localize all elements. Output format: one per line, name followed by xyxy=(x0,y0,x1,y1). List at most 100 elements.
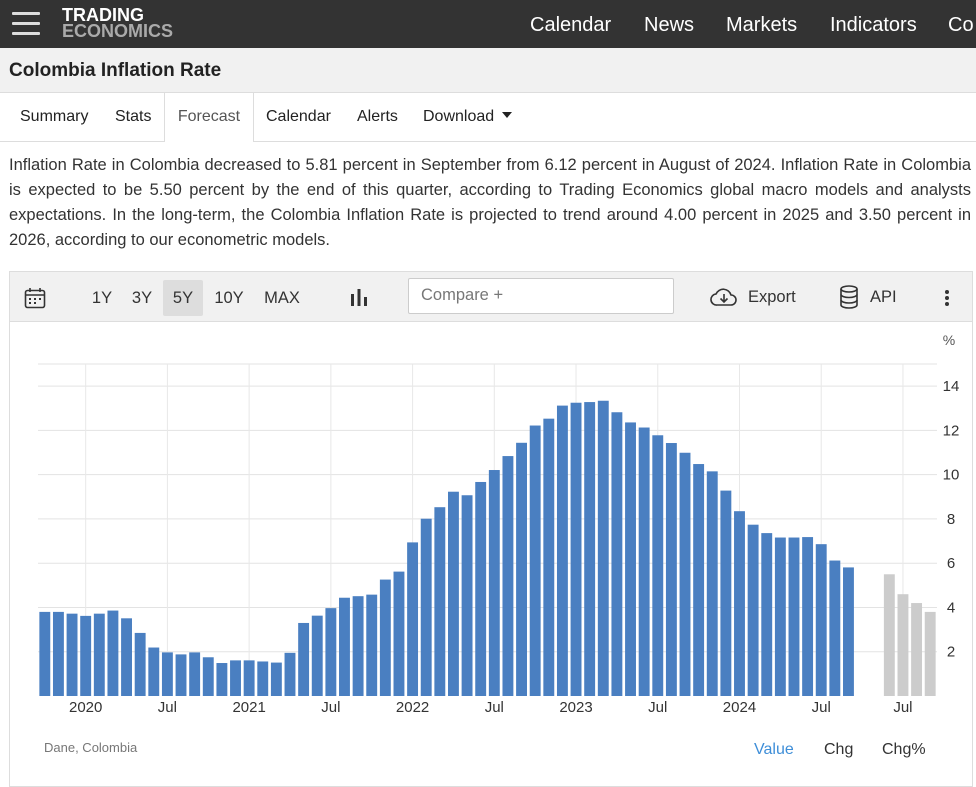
nav-calendar[interactable]: Calendar xyxy=(530,14,612,36)
description: Inflation Rate in Colombia decreased to … xyxy=(9,156,971,249)
data-bar[interactable] xyxy=(366,594,378,696)
data-bar[interactable] xyxy=(488,470,500,696)
data-bar[interactable] xyxy=(665,443,677,696)
tab-summary[interactable]: Summary xyxy=(20,108,89,125)
range-3y[interactable]: 3Y xyxy=(131,289,153,307)
data-bar[interactable] xyxy=(747,524,759,696)
nav-indicators[interactable]: Indicators xyxy=(830,14,917,36)
data-bar[interactable] xyxy=(379,579,391,696)
mode-chg[interactable]: Chg xyxy=(824,741,853,758)
data-bar[interactable] xyxy=(80,615,92,696)
data-bar[interactable] xyxy=(461,495,473,696)
chart-toolbar: 1Y 3Y 5Y 10Y MAX Export API xyxy=(10,272,972,322)
y-axis-ticks: 2 4 6 8 10 12 14 xyxy=(943,378,960,661)
database-icon[interactable] xyxy=(839,285,859,309)
tab-stats[interactable]: Stats xyxy=(115,108,152,125)
range-10y[interactable]: 10Y xyxy=(214,289,244,307)
data-bar[interactable] xyxy=(734,511,745,696)
data-bar[interactable] xyxy=(720,490,732,696)
cloud-download-icon[interactable] xyxy=(710,287,738,307)
data-bar[interactable] xyxy=(66,613,78,696)
x-tick-label: Jul xyxy=(158,699,177,716)
data-bar[interactable] xyxy=(257,661,269,696)
nav-countries[interactable]: Co xyxy=(948,14,974,36)
range-1y[interactable]: 1Y xyxy=(91,289,113,307)
inflation-chart: % 2 4 6 8 10 12 14 2020 Jul 2021 Jul 2022 Jul 2023 Ju… xyxy=(38,332,960,758)
mode-chg-pct[interactable]: Chg% xyxy=(882,741,926,758)
data-bar[interactable] xyxy=(325,608,337,696)
api-button[interactable]: API xyxy=(870,288,897,306)
menu-icon[interactable] xyxy=(12,12,40,35)
data-bar[interactable] xyxy=(529,425,541,696)
data-bar[interactable] xyxy=(311,615,323,696)
data-bar[interactable] xyxy=(407,542,419,696)
data-bar[interactable] xyxy=(543,418,555,696)
more-options-icon[interactable] xyxy=(944,289,950,307)
range-max[interactable]: MAX xyxy=(264,289,300,307)
data-bar[interactable] xyxy=(829,560,841,696)
data-bar[interactable] xyxy=(584,402,596,696)
data-bar[interactable] xyxy=(175,654,187,696)
data-bar[interactable] xyxy=(556,405,568,696)
data-bar[interactable] xyxy=(270,662,282,696)
nav-markets[interactable]: Markets xyxy=(726,14,798,36)
data-bar[interactable] xyxy=(625,422,636,696)
tab-download[interactable]: Download xyxy=(423,93,513,141)
data-bar[interactable] xyxy=(202,657,214,696)
data-bar[interactable] xyxy=(93,613,105,696)
compare-input[interactable] xyxy=(421,286,661,305)
data-bar[interactable] xyxy=(434,507,446,696)
data-bar[interactable] xyxy=(611,412,623,696)
data-bar[interactable] xyxy=(161,652,173,696)
data-bar[interactable] xyxy=(189,652,201,696)
forecast-bar[interactable] xyxy=(883,574,895,696)
export-button[interactable]: Export xyxy=(748,288,796,306)
data-bar[interactable] xyxy=(243,660,255,696)
bar-chart-icon[interactable] xyxy=(350,288,368,306)
tab-alerts[interactable]: Alerts xyxy=(357,108,398,125)
chart-panel: 1Y 3Y 5Y 10Y MAX Export API % xyxy=(9,271,973,787)
data-bar[interactable] xyxy=(638,427,650,696)
data-bar[interactable] xyxy=(298,622,310,696)
data-bar[interactable] xyxy=(693,464,705,696)
data-bar[interactable] xyxy=(284,652,296,696)
forecast-bar[interactable] xyxy=(897,594,909,696)
data-bar[interactable] xyxy=(652,435,664,696)
nav-news[interactable]: News xyxy=(644,14,695,36)
data-bar[interactable] xyxy=(788,537,800,696)
data-bar[interactable] xyxy=(121,618,132,696)
data-bar[interactable] xyxy=(448,491,459,696)
mode-value[interactable]: Value xyxy=(754,741,794,758)
tab-forecast[interactable]: Forecast xyxy=(164,93,254,142)
data-bar[interactable] xyxy=(52,611,64,696)
data-bar[interactable] xyxy=(148,647,160,696)
data-bar[interactable] xyxy=(230,660,241,696)
data-bar[interactable] xyxy=(134,632,146,696)
data-bar[interactable] xyxy=(516,442,527,696)
data-bar[interactable] xyxy=(706,471,718,696)
data-bar[interactable] xyxy=(802,537,814,696)
data-bar[interactable] xyxy=(475,481,487,696)
range-5y[interactable]: 5Y xyxy=(163,280,203,316)
tab-calendar[interactable]: Calendar xyxy=(266,108,331,125)
data-bar[interactable] xyxy=(774,537,786,696)
data-bar[interactable] xyxy=(679,452,691,696)
data-bar[interactable] xyxy=(815,544,827,696)
data-bar[interactable] xyxy=(339,597,350,696)
forecast-bar[interactable] xyxy=(924,611,936,696)
data-bar[interactable] xyxy=(570,402,582,696)
data-bar[interactable] xyxy=(107,610,119,696)
data-bar[interactable] xyxy=(216,663,228,696)
logo[interactable]: TRADING ECONOMICS xyxy=(62,6,173,40)
data-bar[interactable] xyxy=(597,400,609,696)
calendar-icon[interactable] xyxy=(24,287,46,309)
forecast-bar[interactable] xyxy=(911,603,923,696)
data-bar[interactable] xyxy=(761,533,773,696)
data-bar[interactable] xyxy=(420,518,432,696)
data-bar[interactable] xyxy=(352,596,364,696)
data-bar[interactable] xyxy=(393,571,405,696)
data-bar[interactable] xyxy=(39,611,51,696)
data-bar[interactable] xyxy=(502,456,514,696)
compare-field[interactable] xyxy=(408,278,674,314)
data-bar[interactable] xyxy=(843,567,854,696)
